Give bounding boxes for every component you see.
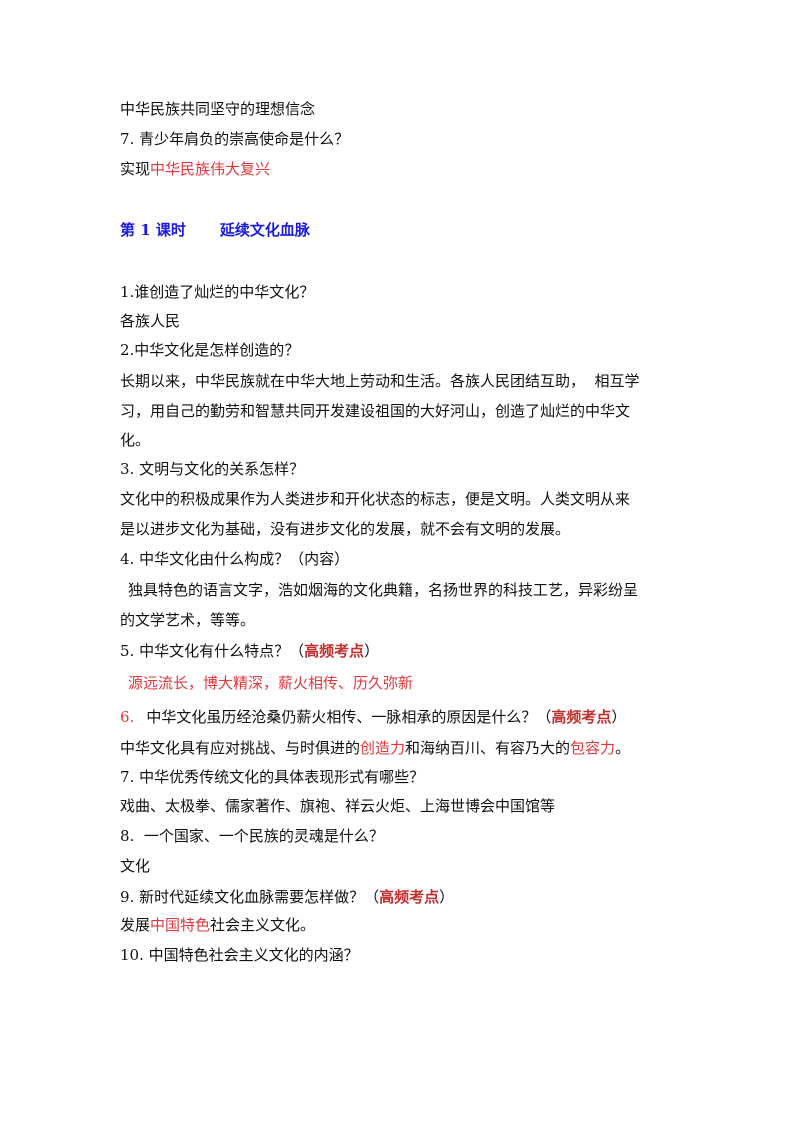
text: 习，用自己的勤劳和智慧共同开发建设祖国的大好河山，创造了灿烂的中华文 [120, 402, 631, 420]
text: 10. 中国特色社会主义文化的内涵？ [120, 946, 359, 964]
text: 戏曲、太极拳、儒家著作、旗袍、祥云火炬、上海世博会中国馆等 [120, 797, 556, 815]
text: 文化 [120, 857, 151, 875]
text: 各族人民 [120, 312, 181, 330]
question: 7. 青少年肩负的崇高使命是什么？ [120, 129, 349, 149]
answer: 各族人民 [120, 311, 180, 331]
question: 3. 文明与文化的关系怎样？ [120, 459, 304, 479]
text: ） [611, 708, 627, 726]
answer: 文化中的积极成果作为人类进步和开化状态的标志，便是文明。人类文明从来 [120, 489, 630, 509]
number: 6. [120, 708, 135, 726]
key-point: 高频考点 [304, 642, 365, 660]
text: 社会主义文化。 [210, 916, 316, 934]
answer: 长期以来，中华民族就在中华大地上劳动和生活。各族人民团结互助， 相互学 [120, 371, 640, 391]
highlight: 中国特色 [150, 916, 211, 934]
lesson-number: 第 1 课时 [120, 221, 186, 239]
highlight: 包容力 [570, 739, 616, 757]
answer: 化。 [120, 430, 150, 450]
key-point: 高频考点 [551, 708, 612, 726]
highlight: 源远流长，博大精深，薪火相传、历久弥新 [128, 674, 414, 692]
question: 9. 新时代延续文化血脉需要怎样做？（高频考点） [120, 887, 454, 907]
text: 中华文化虽历经沧桑仍薪火相传、一脉相承的原因是什么？（ [146, 708, 552, 726]
question: 2.中华文化是怎样创造的？ [120, 340, 299, 360]
text: 1.谁创造了灿烂的中华文化？ [120, 283, 315, 301]
text-line: 中华民族共同坚守的理想信念 [120, 99, 315, 119]
text: 。 [615, 739, 631, 757]
text: ） [364, 642, 380, 660]
text: 是以进步文化为基础，没有进步文化的发展，就不会有文明的发展。 [120, 520, 571, 538]
text: 独具特色的语言文字，浩如烟海的文化典籍，名扬世界的科技工艺，异彩纷呈 [128, 581, 639, 599]
text: ） [439, 888, 455, 906]
text: 5. 中华文化有什么特点？（ [120, 642, 305, 660]
text: 实现 [120, 160, 151, 178]
text: 4. 中华文化由什么构成？（内容） [120, 550, 350, 568]
key-point: 高频考点 [379, 888, 440, 906]
answer: 发展中国特色社会主义文化。 [120, 915, 315, 935]
text: 3. 文明与文化的关系怎样？ [120, 460, 305, 478]
text: 发展 [120, 916, 151, 934]
question: 8. 一个国家、一个民族的灵魂是什么？ [120, 826, 384, 846]
text: 中华民族共同坚守的理想信念 [120, 100, 316, 118]
answer: 实现中华民族伟大复兴 [120, 159, 270, 179]
answer: 源远流长，博大精深，薪火相传、历久弥新 [128, 673, 413, 693]
text: 化。 [120, 431, 151, 449]
text: 7. 青少年肩负的崇高使命是什么？ [120, 130, 350, 148]
highlight: 中华民族伟大复兴 [150, 160, 271, 178]
question: 6. 中华文化虽历经沧桑仍薪火相传、一脉相承的原因是什么？（高频考点） [120, 707, 626, 727]
text: 9. 新时代延续文化血脉需要怎样做？（ [120, 888, 380, 906]
answer: 的文学艺术，等等。 [120, 610, 255, 630]
question: 4. 中华文化由什么构成？（内容） [120, 549, 349, 569]
highlight: 创造力 [360, 739, 406, 757]
text: 8. 一个国家、一个民族的灵魂是什么？ [120, 827, 384, 845]
answer: 戏曲、太极拳、儒家著作、旗袍、祥云火炬、上海世博会中国馆等 [120, 796, 555, 816]
text: 长期以来，中华民族就在中华大地上劳动和生活。各族人民团结互助， 相互学 [120, 372, 640, 390]
text: 2.中华文化是怎样创造的？ [120, 341, 300, 359]
question: 1.谁创造了灿烂的中华文化？ [120, 282, 314, 302]
answer: 中华文化具有应对挑战、与时俱进的创造力和海纳百川、有容乃大的包容力。 [120, 738, 630, 758]
question: 5. 中华文化有什么特点？（高频考点） [120, 641, 379, 661]
question: 7. 中华优秀传统文化的具体表现形式有哪些？ [120, 767, 424, 787]
text: 和海纳百川、有容乃大的 [405, 739, 571, 757]
answer: 是以进步文化为基础，没有进步文化的发展，就不会有文明的发展。 [120, 519, 570, 539]
question: 10. 中国特色社会主义文化的内涵？ [120, 945, 359, 965]
text: 的文学艺术，等等。 [120, 611, 256, 629]
text: 中华文化具有应对挑战、与时俱进的 [120, 739, 361, 757]
text: 文化中的积极成果作为人类进步和开化状态的标志，便是文明。人类文明从来 [120, 490, 631, 508]
text: 7. 中华优秀传统文化的具体表现形式有哪些？ [120, 768, 425, 786]
answer: 习，用自己的勤劳和智慧共同开发建设祖国的大好河山，创造了灿烂的中华文 [120, 401, 630, 421]
lesson-title: 延续文化血脉 [219, 221, 310, 239]
section-heading: 第 1 课时 延续文化血脉 [120, 220, 310, 240]
answer: 独具特色的语言文字，浩如烟海的文化典籍，名扬世界的科技工艺，异彩纷呈 [128, 580, 638, 600]
answer: 文化 [120, 856, 150, 876]
